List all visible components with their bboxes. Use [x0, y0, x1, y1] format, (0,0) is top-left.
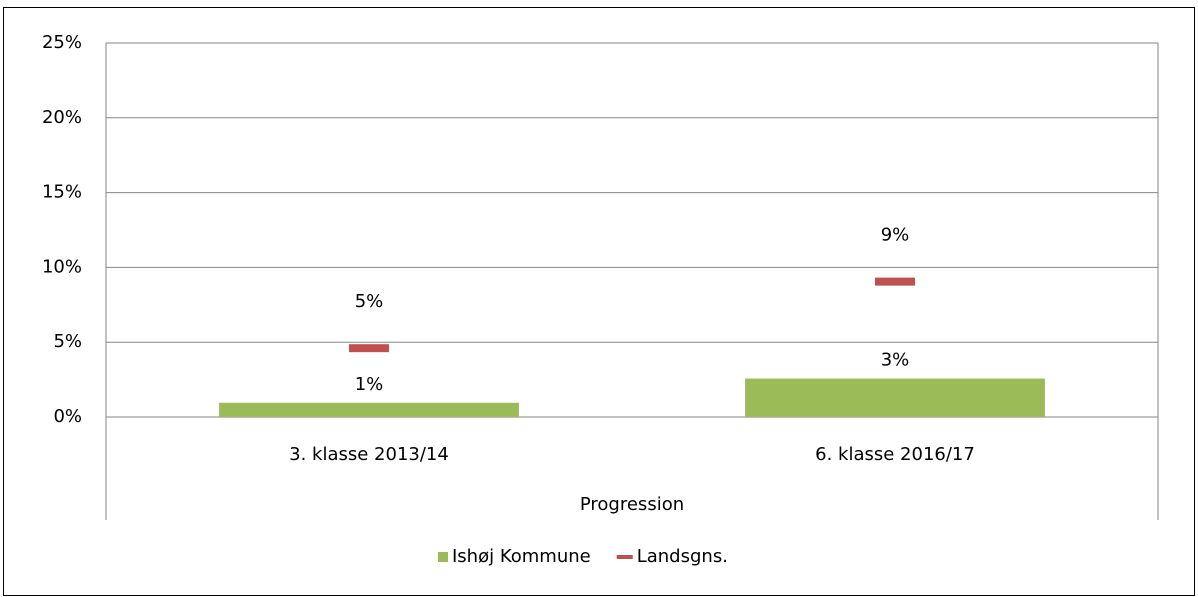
x-axis-label: Progression — [580, 494, 684, 515]
legend-label: Landsgns. — [637, 546, 728, 567]
y-tick-label: 20% — [42, 107, 82, 128]
y-tick-label: 25% — [42, 32, 82, 53]
chart-border — [3, 7, 1195, 596]
y-tick-label: 0% — [53, 406, 82, 427]
data-label: 9% — [881, 225, 910, 246]
x-tick-label: 6. klasse 2016/17 — [815, 444, 975, 465]
legend-label: Ishøj Kommune — [452, 546, 591, 567]
legend-swatch — [438, 552, 448, 562]
marker — [875, 277, 915, 286]
data-label: 3% — [881, 350, 910, 371]
data-label: 5% — [355, 291, 384, 312]
y-tick-label: 5% — [53, 331, 82, 352]
marker — [349, 344, 389, 353]
legend-swatch — [616, 555, 633, 559]
y-tick-label: 10% — [42, 256, 82, 277]
x-tick-label: 3. klasse 2013/14 — [289, 444, 449, 465]
y-tick-label: 15% — [42, 182, 82, 203]
bar — [219, 402, 519, 417]
data-label: 1% — [355, 374, 384, 395]
bar — [745, 378, 1045, 417]
